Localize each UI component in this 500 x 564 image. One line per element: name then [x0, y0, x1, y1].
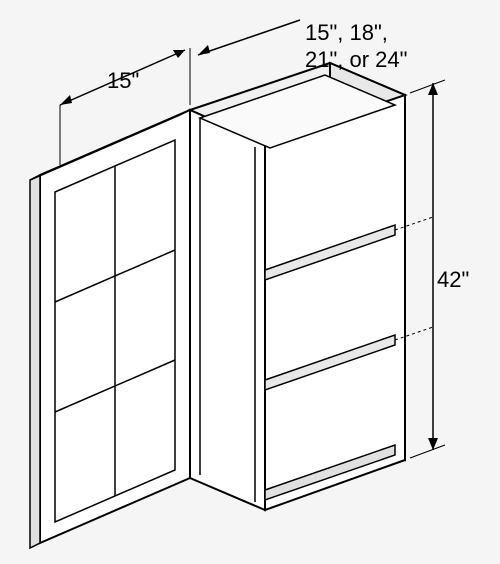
cabinet-drawing [0, 0, 500, 559]
dim-depth-label: 15" [107, 68, 139, 94]
cabinet-left-face [190, 110, 265, 510]
dim-width-label-1: 15", 18", [305, 20, 388, 46]
cabinet-door-open [30, 110, 190, 548]
cabinet-interior-back [265, 95, 405, 510]
dim-width-label-2: 21", or 24" [305, 47, 407, 73]
dim-height-label: 42" [437, 267, 469, 293]
cabinet-technical-diagram: 15" 15", 18", 21", or 24" 42" [0, 0, 500, 559]
